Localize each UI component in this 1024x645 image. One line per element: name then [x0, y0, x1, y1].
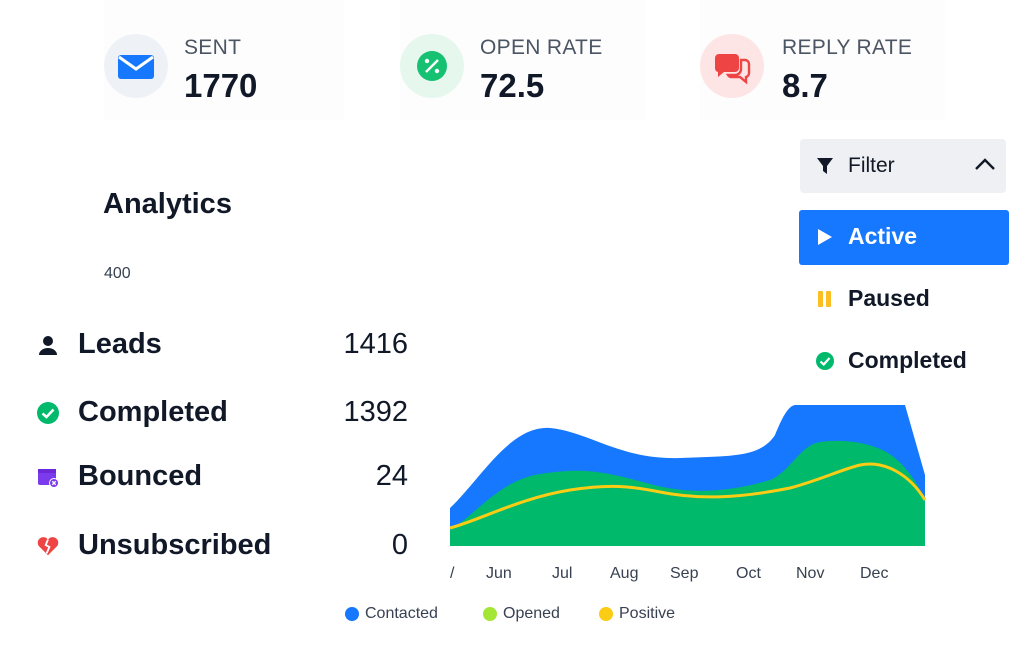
legend-dot [483, 607, 497, 621]
x-axis-tick-labels: / Jun Jul Aug Sep Oct Nov Dec [450, 565, 888, 582]
menu-item-paused[interactable]: Paused [799, 272, 1009, 327]
lead-row-completed: Completed 1392 [0, 393, 420, 433]
filter-button[interactable]: Filter [800, 139, 1006, 193]
analytics-title: Analytics [103, 188, 232, 220]
stat-label: REPLY RATE [782, 36, 913, 59]
legend-item-positive[interactable]: Positive [599, 603, 675, 625]
lead-value: 1416 [343, 328, 408, 360]
stat-card-open-rate: OPEN RATE 72.5 [400, 0, 645, 120]
x-tick-label: Nov [796, 565, 824, 582]
stat-value: 8.7 [782, 67, 828, 104]
legend-item-opened[interactable]: Opened [483, 603, 560, 625]
x-tick-label: Jun [486, 565, 512, 582]
percent-icon [400, 34, 464, 98]
area-opened [450, 440, 925, 546]
menu-item-active[interactable]: Active [799, 210, 1009, 265]
lead-label: Leads [78, 328, 162, 360]
pause-icon [815, 289, 837, 311]
legend-label: Positive [619, 605, 676, 622]
calendar-x-icon [36, 465, 60, 489]
x-tick-label: Aug [610, 565, 638, 582]
user-icon [36, 333, 60, 357]
legend-label: Contacted [365, 605, 438, 622]
funnel-icon [816, 156, 834, 181]
menu-item-label: Completed [848, 347, 967, 373]
stat-label: SENT [184, 36, 242, 59]
legend-label: Opened [503, 605, 560, 622]
stat-card-sent: SENT 1770 [104, 0, 344, 120]
legend-dot [345, 607, 359, 621]
play-icon [815, 227, 837, 249]
menu-item-label: Active [848, 223, 918, 249]
lead-value: 24 [375, 460, 408, 492]
lead-label: Bounced [78, 460, 203, 492]
stat-label: OPEN RATE [480, 36, 603, 59]
legend-item-contacted[interactable]: Contacted [345, 603, 438, 625]
x-tick-label: Dec [860, 565, 888, 582]
x-tick-label: / [450, 565, 455, 582]
lead-row-bounced: Bounced 24 [0, 457, 420, 497]
lead-value: 0 [391, 529, 408, 561]
stat-card-reply-rate: REPLY RATE 8.7 [700, 0, 945, 120]
chat-bubbles-icon [700, 34, 764, 98]
stat-value: 1770 [184, 67, 258, 104]
lead-value: 1392 [343, 396, 408, 428]
lead-row-leads: Leads 1416 [0, 325, 420, 365]
lead-label: Unsubscribed [78, 529, 272, 561]
y-axis-tick: 400 [104, 265, 131, 282]
envelope-icon [104, 34, 168, 98]
legend-dot [599, 607, 613, 621]
menu-item-label: Paused [848, 285, 930, 311]
analytics-area-chart: / Jun Jul Aug Sep Oct Nov Dec [449, 405, 927, 582]
x-tick-label: Oct [736, 565, 761, 582]
lead-label: Completed [78, 396, 228, 428]
check-circle-icon [36, 401, 60, 425]
chevron-up-icon [974, 157, 996, 176]
x-tick-label: Jul [552, 565, 572, 582]
check-circle-icon [815, 351, 837, 373]
stat-value: 72.5 [480, 67, 545, 104]
menu-item-completed[interactable]: Completed [799, 334, 1009, 389]
lead-row-unsubscribed: Unsubscribed 0 [0, 526, 420, 566]
line-positive [449, 462, 927, 530]
broken-heart-icon [36, 534, 60, 558]
filter-label: Filter [848, 154, 895, 177]
x-tick-label: Sep [670, 565, 699, 582]
